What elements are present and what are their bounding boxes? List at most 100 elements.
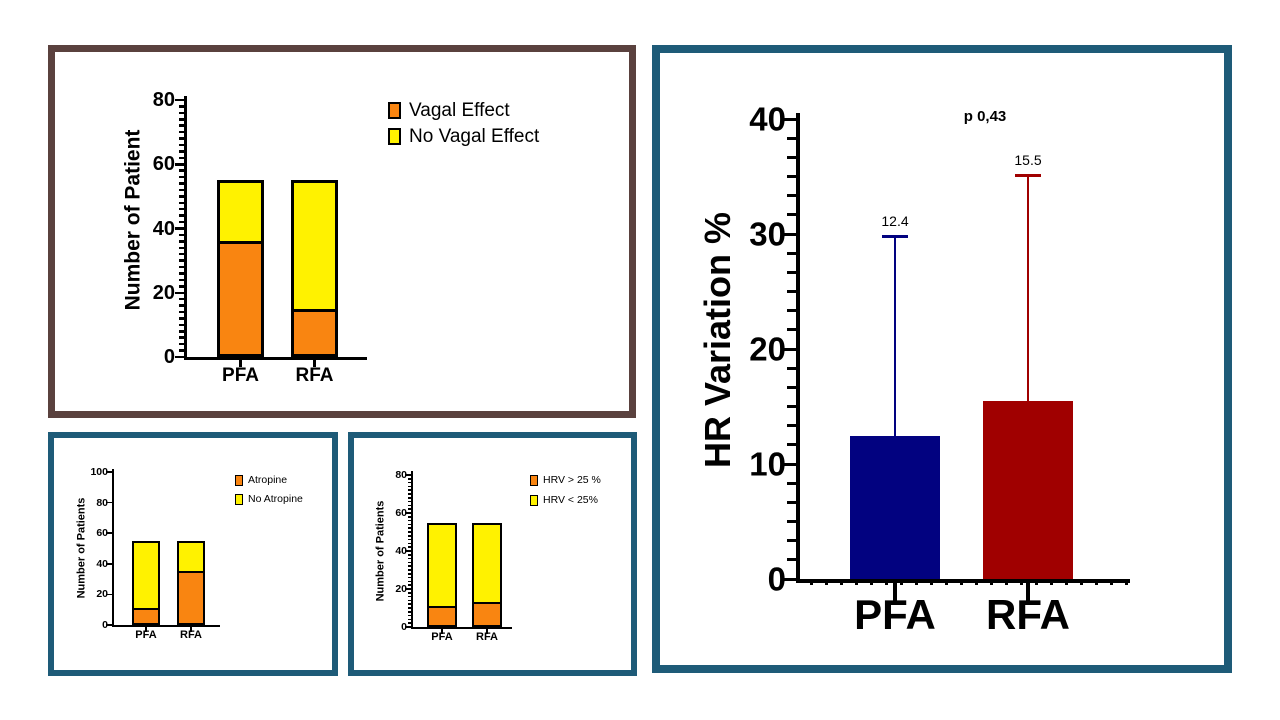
y-minor-tick <box>179 317 184 320</box>
y-axis-title: HR Variation % <box>697 211 738 469</box>
y-minor-tick <box>179 259 184 262</box>
x-minor-tick <box>1095 580 1098 585</box>
y-minor-tick <box>787 136 796 140</box>
y-minor-tick <box>408 497 411 499</box>
y-minor-tick <box>787 520 796 523</box>
value-label: 12.4 <box>881 213 909 230</box>
y-tick-label: 60 <box>152 153 175 176</box>
error-cap <box>1015 173 1041 177</box>
y-minor-tick <box>179 124 184 127</box>
error-bar <box>893 236 897 437</box>
x-tick <box>486 628 488 634</box>
panel-atropine-chart: 0 20 40 60 80 100 Number of Patients PFA RFA Atro… <box>48 432 338 676</box>
y-major-tick <box>175 98 184 102</box>
y-minor-tick <box>408 607 411 609</box>
bar-rfa <box>177 540 205 625</box>
y-axis <box>796 113 800 583</box>
x-minor-tick <box>1035 580 1038 585</box>
y-minor-tick <box>787 558 796 562</box>
y-minor-tick <box>179 323 184 327</box>
y-minor-tick <box>408 481 411 484</box>
x-baseline <box>411 627 512 629</box>
legend-label: Atropine <box>248 474 288 487</box>
x-axis-label: RFA <box>180 629 202 641</box>
x-tick <box>1026 583 1030 601</box>
x-tick <box>145 626 147 632</box>
y-minor-tick <box>408 611 411 613</box>
y-axis <box>411 471 413 629</box>
y-axis-title: Number of Patient <box>121 129 145 311</box>
y-major-tick <box>106 563 112 565</box>
y-minor-tick <box>179 330 184 333</box>
x-axis-label: PFA <box>222 365 259 386</box>
y-axis-title: Number of Patients <box>374 500 387 602</box>
y-minor-tick <box>179 304 184 307</box>
y-minor-tick <box>179 310 184 314</box>
y-minor-tick <box>408 523 411 526</box>
y-minor-tick <box>408 569 411 571</box>
y-minor-tick <box>408 478 411 480</box>
y-minor-tick <box>408 554 411 556</box>
y-minor-tick <box>179 342 184 346</box>
y-minor-tick <box>787 194 796 198</box>
y-minor-tick <box>408 546 411 548</box>
x-tick <box>190 626 192 632</box>
y-tick-label: 60 <box>395 506 407 519</box>
x-minor-tick <box>1080 580 1083 585</box>
y-minor-tick <box>179 240 184 243</box>
x-minor-tick <box>885 580 888 585</box>
y-minor-tick <box>408 542 411 545</box>
x-axis-label: RFA <box>986 591 1070 638</box>
legend-item: No Atropine <box>235 494 303 505</box>
legend-swatch <box>235 494 243 505</box>
y-minor-tick <box>408 576 411 579</box>
bar-rfa <box>983 400 1073 579</box>
y-minor-tick <box>408 516 411 518</box>
error-bar <box>1026 175 1030 401</box>
legend-swatch <box>530 475 538 486</box>
x-axis-label: RFA <box>295 365 334 386</box>
y-minor-tick <box>408 519 411 522</box>
y-minor-tick <box>408 508 411 510</box>
y-tick-label: 80 <box>395 468 407 481</box>
y-tick-label: 60 <box>96 526 108 539</box>
x-minor-tick <box>915 580 918 585</box>
y-minor-tick <box>179 220 184 224</box>
x-minor-tick <box>900 580 903 585</box>
legend-item: No Vagal Effect <box>388 127 539 146</box>
y-tick-label: 0 <box>767 560 786 598</box>
y-minor-tick <box>408 561 411 564</box>
x-minor-tick <box>855 580 858 585</box>
y-minor-tick <box>179 207 184 211</box>
bar-pfa <box>427 522 457 627</box>
y-minor-tick <box>179 130 184 134</box>
y-tick-label: 0 <box>401 620 407 633</box>
y-axis <box>112 469 114 627</box>
y-minor-tick <box>179 201 184 205</box>
y-minor-tick <box>408 622 411 624</box>
y-major-tick <box>782 577 796 581</box>
y-minor-tick <box>787 405 796 408</box>
y-tick-label: 80 <box>152 89 175 111</box>
y-major-tick <box>782 347 796 351</box>
x-baseline <box>796 579 1130 583</box>
y-minor-tick <box>408 485 411 488</box>
panel-hrv-chart: 0 20 40 60 80 Number of Patients PFA RFA HRV > 2… <box>348 432 637 676</box>
panel-vagal-effect-chart: 0 20 40 60 80 Number of Patient PFA RFA Vagal Ef… <box>48 45 636 418</box>
y-minor-tick <box>179 150 184 153</box>
bar-pfa <box>850 436 940 579</box>
legend-label: HRV > 25 % <box>543 474 601 487</box>
bar-pfa <box>132 540 160 625</box>
legend-label: HRV < 25% <box>543 494 598 507</box>
y-minor-tick <box>408 538 411 541</box>
y-tick-label: 20 <box>96 588 108 601</box>
y-minor-tick <box>787 443 796 447</box>
y-tick-label: 40 <box>152 217 175 240</box>
bar-pfa <box>217 180 264 357</box>
y-minor-tick <box>179 182 184 185</box>
y-major-tick <box>175 227 184 230</box>
y-major-tick <box>405 512 411 514</box>
legend-swatch <box>530 495 538 506</box>
x-minor-tick <box>825 580 828 585</box>
